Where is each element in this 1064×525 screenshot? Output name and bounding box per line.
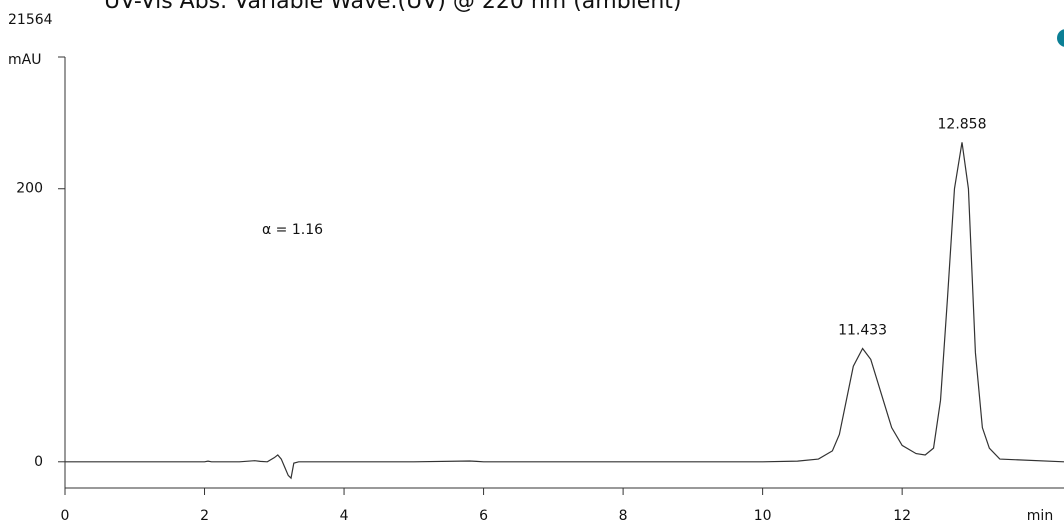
y-tick-label: 200 (16, 181, 43, 197)
run-number: 21564 (8, 12, 53, 28)
y-axis-label: mAU (8, 52, 41, 68)
x-tick-label: 10 (754, 508, 772, 524)
peak-label: 11.433 (838, 322, 887, 338)
x-tick-label: 6 (479, 508, 488, 524)
peak-label: 12.858 (938, 116, 987, 132)
trace (65, 142, 1064, 480)
chart-title: UV-Vis Abs. Variable Wave.(UV) @ 220 nm … (104, 0, 681, 14)
annotation: α = 1.16 (262, 222, 323, 238)
y-tick-label: 0 (34, 454, 43, 470)
x-tick-label: 2 (200, 508, 209, 524)
status-dot (1057, 29, 1064, 47)
x-tick-label: 0 (61, 508, 70, 524)
x-axis-label: min (1027, 508, 1053, 524)
x-tick-label: 8 (619, 508, 628, 524)
x-tick-label: 12 (893, 508, 911, 524)
x-tick-label: 4 (340, 508, 349, 524)
